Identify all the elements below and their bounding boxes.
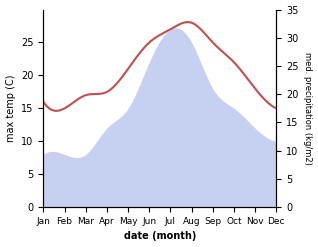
X-axis label: date (month): date (month) (124, 231, 196, 242)
Y-axis label: med. precipitation (kg/m2): med. precipitation (kg/m2) (303, 52, 313, 165)
Y-axis label: max temp (C): max temp (C) (5, 75, 16, 142)
